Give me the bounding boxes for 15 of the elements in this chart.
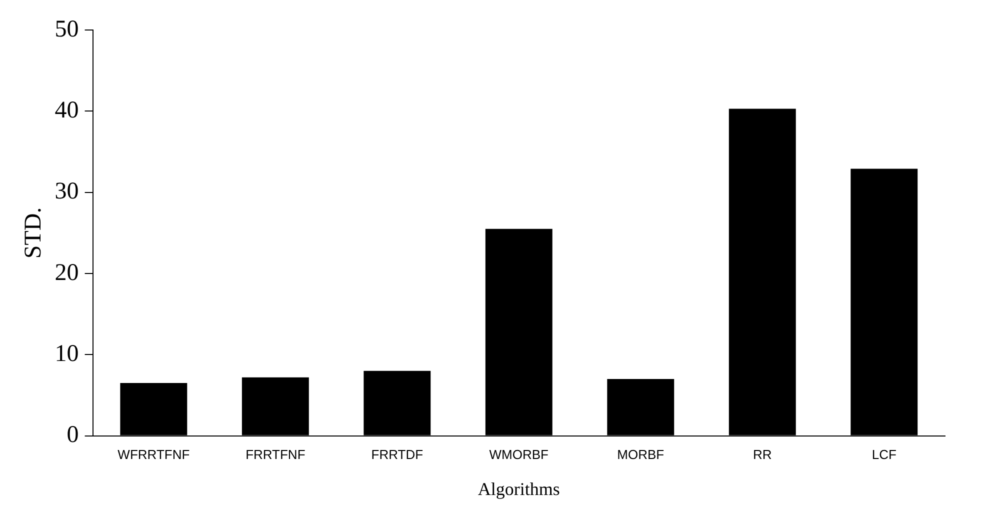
y-tick-label: 30 <box>54 178 79 205</box>
x-tick-label: MORBF <box>617 447 664 462</box>
x-tick-label: FRRTFNF <box>246 447 306 462</box>
y-axis-title: STD. <box>20 207 47 259</box>
y-tick-label: 10 <box>54 340 79 367</box>
y-tick-label: 20 <box>54 260 79 286</box>
x-tick-label: FRRTDF <box>371 447 424 462</box>
x-tick-label: LCF <box>872 447 896 462</box>
y-tick-label: 50 <box>54 16 79 42</box>
x-tick-label: RR <box>752 447 772 462</box>
x-tick-label: WMORBF <box>489 447 549 462</box>
x-tick-label: WFRRTFNF <box>118 447 190 462</box>
y-tick-label: 40 <box>54 97 79 124</box>
y-tick-label: 0 <box>66 422 79 448</box>
x-axis-title: Algorithms <box>478 478 560 499</box>
